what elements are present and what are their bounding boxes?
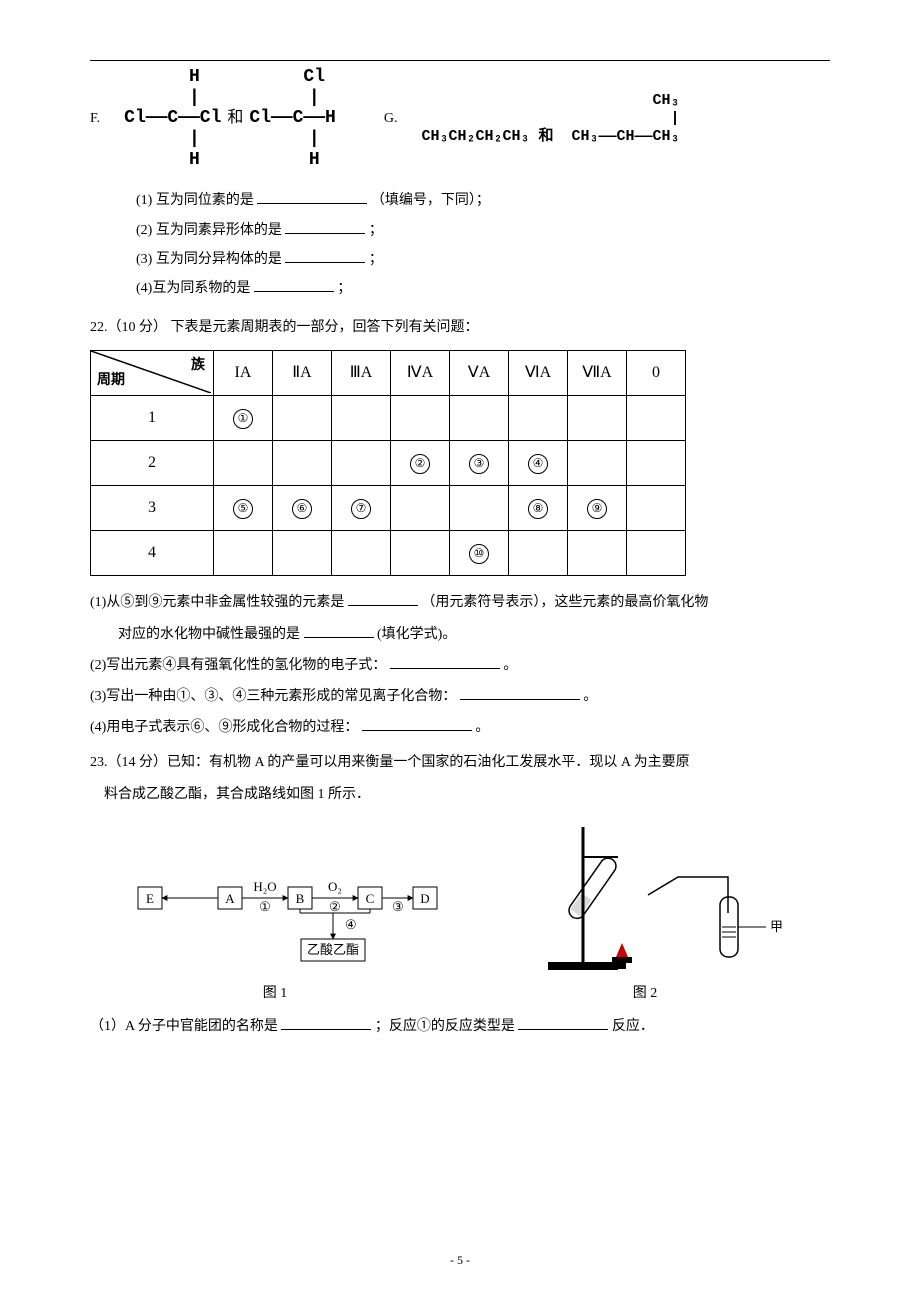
q22-2: (2)写出元素④具有强氧化性的氢化物的电子式： 。 xyxy=(90,653,830,678)
group-VIIA: ⅦA xyxy=(568,351,627,396)
cell-3-VIA: ⑧ xyxy=(509,486,568,531)
svg-text:O₂: O₂ xyxy=(328,879,342,894)
group-IIIA: ⅢA xyxy=(332,351,391,396)
q22-3: (3)写出一种由①、③、④三种元素形成的常见离子化合物： 。 xyxy=(90,684,830,709)
cell-2-VA: ③ xyxy=(450,441,509,486)
figure-1: E A B C D H₂O ① O₂ ② ③ xyxy=(133,857,443,977)
ptable-corner: 族 周期 xyxy=(91,351,214,396)
struct-f-2: Cl | Cl――C――H | H xyxy=(249,67,335,170)
q23-line2: 料合成乙酸乙酯，其合成路线如图 1 所示． xyxy=(104,782,830,807)
group-VA: ⅤA xyxy=(450,351,509,396)
svg-text:E: E xyxy=(146,891,154,906)
cell-1-IA: ① xyxy=(214,396,273,441)
svg-text:B: B xyxy=(295,891,304,906)
option-f-label: F. xyxy=(90,106,100,131)
cell-3-VIIA: ⑨ xyxy=(568,486,627,531)
q22-intro: 22.（10 分） 下表是元素周期表的一部分，回答下列有关问题： xyxy=(90,315,830,340)
blank-23-1a[interactable] xyxy=(281,1015,371,1030)
q21-1-suffix: （填编号，下同）； xyxy=(371,193,490,208)
cell-3-IIA: ⑥ xyxy=(273,486,332,531)
svg-text:D: D xyxy=(420,891,429,906)
struct-f-1: H | Cl――C――Cl | H xyxy=(124,67,221,170)
blank-22-4[interactable] xyxy=(362,716,472,731)
svg-text:②: ② xyxy=(329,899,341,914)
q21-4-prefix: (4)互为同系物的是 xyxy=(136,281,250,296)
period-1: 1 xyxy=(91,396,214,441)
corner-top-label: 族 xyxy=(191,353,205,378)
q22-1-cont: 对应的水化物中碱性最强的是 (填化学式)。 xyxy=(90,622,830,647)
q21-2-prefix: (2) 互为同素异形体的是 xyxy=(136,223,282,238)
corner-bot-label: 周期 xyxy=(97,368,125,393)
cell-3-IIIA: ⑦ xyxy=(332,486,391,531)
blank-21-1[interactable] xyxy=(257,189,367,204)
blank-22-2[interactable] xyxy=(390,654,500,669)
cell-4-VA: ⑩ xyxy=(450,531,509,576)
period-2: 2 xyxy=(91,441,214,486)
svg-text:A: A xyxy=(225,891,235,906)
svg-text:甲: 甲 xyxy=(770,919,783,934)
periodic-table-fragment: 族 周期 IA ⅡA ⅢA ⅣA ⅤA ⅥA ⅦA 0 1 ① 2 ② ③ ④ xyxy=(90,350,686,576)
blank-22-1b[interactable] xyxy=(304,623,374,638)
q21-1-prefix: (1) 互为同位素的是 xyxy=(136,193,257,208)
q21-3: (3) 互为同分异构体的是 ； xyxy=(136,247,830,272)
blank-21-2[interactable] xyxy=(285,219,365,234)
svg-text:C: C xyxy=(365,891,374,906)
blank-21-4[interactable] xyxy=(254,277,334,292)
q21-3-prefix: (3) 互为同分异构体的是 xyxy=(136,252,282,267)
option-g-structure: CH₃ | CH₃CH₂CH₂CH₃ 和 CH₃――CH――CH₃ xyxy=(421,92,679,146)
option-f-g-row: F. H | Cl――C――Cl | H 和 Cl | Cl――C――H | H… xyxy=(90,67,830,170)
blank-22-1a[interactable] xyxy=(348,591,418,606)
group-0: 0 xyxy=(627,351,686,396)
fig1-caption: 图 1 xyxy=(263,981,288,1006)
figure-2: 甲 xyxy=(528,817,788,977)
q23-1: （1）A 分子中官能团的名称是 ；反应①的反应类型是 反应． xyxy=(90,1014,830,1039)
q21-2-suffix: ； xyxy=(369,223,383,238)
cell-2-VIA: ④ xyxy=(509,441,568,486)
period-3: 3 xyxy=(91,486,214,531)
svg-text:H₂O: H₂O xyxy=(253,879,276,894)
group-IA: IA xyxy=(214,351,273,396)
q21-1: (1) 互为同位素的是 （填编号，下同）； xyxy=(136,188,830,213)
blank-22-3[interactable] xyxy=(460,685,580,700)
page-number: - 5 - xyxy=(0,1250,920,1272)
group-IVA: ⅣA xyxy=(391,351,450,396)
q21-4: (4)互为同系物的是 ； xyxy=(136,276,830,301)
svg-text:③: ③ xyxy=(392,899,404,914)
option-f-structures: H | Cl――C――Cl | H 和 Cl | Cl――C――H | H xyxy=(124,67,336,170)
svg-text:①: ① xyxy=(259,899,271,914)
q22-1: (1)从⑤到⑨元素中非金属性较强的元素是 （用元素符号表示），这些元素的最高价氧… xyxy=(90,590,830,615)
cell-2-IVA: ② xyxy=(391,441,450,486)
f-and-text: 和 xyxy=(227,104,243,133)
svg-text:乙酸乙酯: 乙酸乙酯 xyxy=(306,942,358,957)
q21-4-suffix: ； xyxy=(337,281,351,296)
option-g-label: G. xyxy=(384,106,398,131)
q21-2: (2) 互为同素异形体的是 ； xyxy=(136,218,830,243)
period-4: 4 xyxy=(91,531,214,576)
q23-line1: 23.（14 分）已知：有机物 A 的产量可以用来衡量一个国家的石油化工发展水平… xyxy=(90,750,830,775)
blank-21-3[interactable] xyxy=(285,248,365,263)
group-IIA: ⅡA xyxy=(273,351,332,396)
fig2-caption: 图 2 xyxy=(633,981,658,1006)
cell-3-IA: ⑤ xyxy=(214,486,273,531)
q22-4: (4)用电子式表示⑥、⑨形成化合物的过程： 。 xyxy=(90,715,830,740)
q21-3-suffix: ； xyxy=(369,252,383,267)
blank-23-1b[interactable] xyxy=(518,1015,608,1030)
svg-text:④: ④ xyxy=(345,917,357,932)
group-VIA: ⅥA xyxy=(509,351,568,396)
